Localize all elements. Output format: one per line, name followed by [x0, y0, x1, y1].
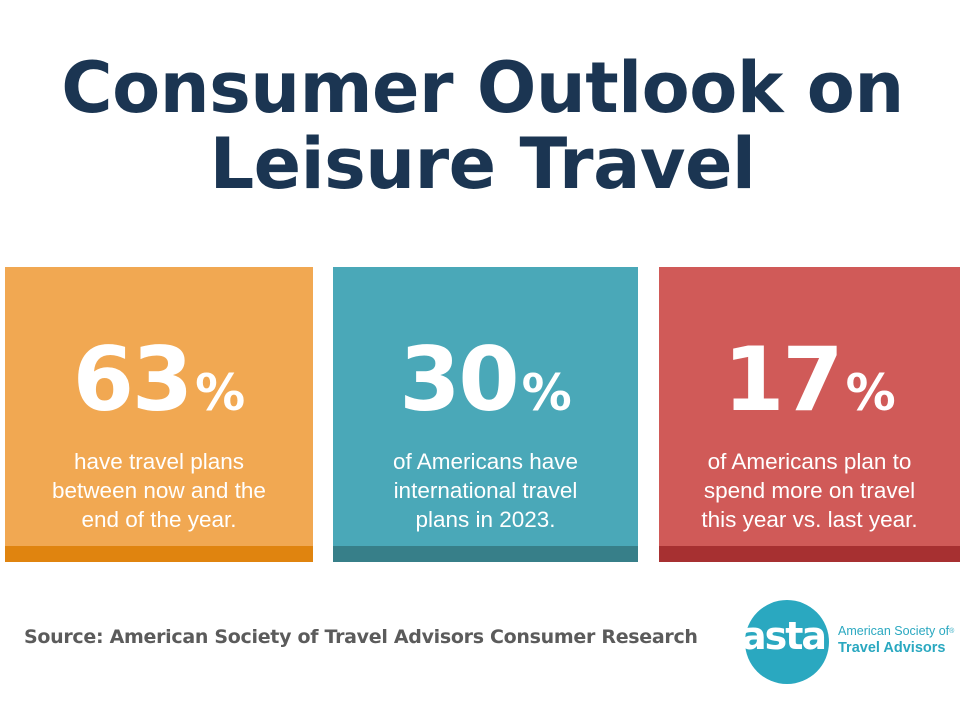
stat-description-line: between now and the [52, 478, 266, 503]
source-citation: Source: American Society of Travel Advis… [24, 626, 698, 648]
stat-description-line: international travel [393, 478, 578, 503]
logo-circle [745, 600, 829, 684]
title-line-2: Leisure Travel [209, 123, 756, 205]
card-accent-bar [659, 546, 960, 562]
stat-description: have travel plans between now and the en… [27, 447, 291, 534]
stat-number: 30 [399, 328, 519, 431]
logo-org-line-1: American Society of [838, 624, 950, 638]
stat-value: 63% [5, 335, 313, 438]
stat-description-line: end of the year. [81, 507, 237, 532]
logo-org-line-2: Travel Advisors [838, 640, 946, 656]
stat-percent-sign: % [195, 364, 246, 422]
card-accent-bar [333, 546, 638, 562]
stat-value: 17% [659, 335, 960, 438]
stat-description-line: this year vs. last year. [701, 507, 918, 532]
page-title: Consumer Outlook on Leisure Travel [0, 50, 965, 202]
stat-description-line: have travel plans [73, 449, 245, 474]
logo-org-name: American Society of® Travel Advisors [838, 624, 955, 657]
stat-number: 63 [72, 328, 193, 431]
card-accent-bar [5, 546, 313, 562]
title-line-1: Consumer Outlook on [61, 47, 904, 129]
stat-percent-sign: % [521, 364, 572, 422]
stat-description-line: of Americans plan to [707, 449, 912, 474]
stat-number: 17 [723, 328, 843, 431]
logo-wordmark: asta [741, 614, 827, 658]
stat-value: 30% [333, 335, 638, 438]
stat-description: of Americans plan to spend more on trave… [681, 447, 938, 534]
stat-description-line: of Americans have [392, 449, 579, 474]
asta-logo: asta American Society of® Travel Advisor… [741, 600, 955, 685]
stat-description-line: plans in 2023. [415, 507, 556, 532]
registered-mark: ® [949, 628, 955, 635]
stat-description: of Americans have international travel p… [355, 447, 616, 534]
stat-description-line: spend more on travel [703, 478, 916, 503]
stat-card-international-travel: 30% of Americans have international trav… [333, 267, 638, 562]
stat-card-spend-more: 17% of Americans plan to spend more on t… [659, 267, 960, 562]
stat-card-travel-plans: 63% have travel plans between now and th… [5, 267, 313, 562]
stat-percent-sign: % [845, 364, 896, 422]
